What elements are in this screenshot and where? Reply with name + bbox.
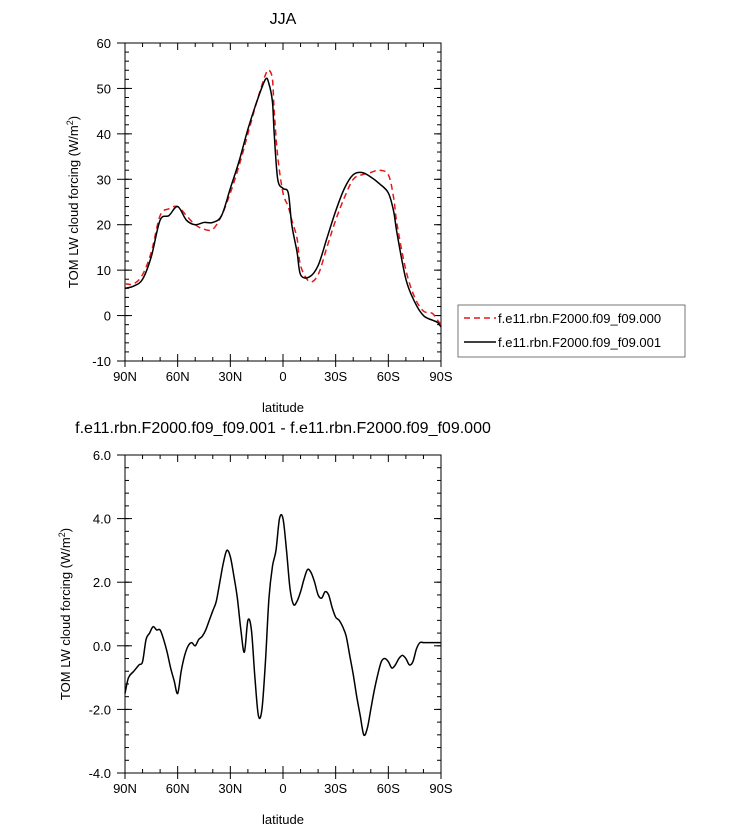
top-xlabel: latitude [262,400,304,415]
bottom-series-line-0 [124,513,441,737]
top-series-line-0 [124,69,442,326]
top-xtick-label: 60S [377,369,400,384]
legend-label-1: f.e11.rbn.F2000.f09_f09.001 [498,335,661,350]
top-ytick-label: 60 [97,36,111,51]
top-xtick-label: 90S [429,369,452,384]
bottom-xtick-label: 0 [279,781,286,796]
bottom-series [124,513,441,737]
bottom-xtick-label: 90S [429,781,452,796]
bottom-xtick-label: 60S [377,781,400,796]
top-ytick-label: 0 [104,309,111,324]
bottom-chart: f.e11.rbn.F2000.f09_f09.001 - f.e11.rbn.… [57,420,491,827]
bottom-ticks: 90N 60N 30N 0 30S 60S 90S -4.0 -2.0 0.0 2.0 4.0 6.0 [89,448,453,796]
bottom-ytick-label: 4.0 [93,512,111,527]
bottom-chart-title: f.e11.rbn.F2000.f09_f09.001 - f.e11.rbn.… [75,420,491,437]
bottom-ytick-label: -2.0 [89,702,111,717]
legend-box [457,304,686,358]
bottom-ylabel-close: ) [58,528,73,532]
bottom-xtick-label: 30N [218,781,242,796]
top-plot-frame [124,42,442,362]
bottom-ytick-label: 2.0 [93,575,111,590]
top-chart-title: JJA [270,11,297,28]
top-ylabel-close: ) [66,116,81,120]
top-chart: JJA 90N 60N 30N 0 30S 60S 90S-100102030405060 … [65,11,686,415]
top-ytick-label: 20 [97,218,111,233]
top-xtick-label: 60N [166,369,190,384]
top-xtick-label: 90N [113,369,137,384]
bottom-ylabel-main: TOM LW cloud forcing (W/m [58,537,73,700]
bottom-xtick-label: 30S [324,781,347,796]
top-ytick-label: 30 [97,172,111,187]
legend-label-0: f.e11.rbn.F2000.f09_f09.000 [498,311,661,326]
legend: f.e11.rbn.F2000.f09_f09.000 f.e11.rbn.F2… [457,304,686,358]
top-ticks: 90N 60N 30N 0 30S 60S 90S -10 0 10 20 30 40 50 60 [92,36,453,384]
bottom-ytick-label: -4.0 [89,766,111,781]
bottom-ytick-label: 6.0 [93,448,111,463]
top-xtick-label: 30N [218,369,242,384]
top-ytick-label: 10 [97,263,111,278]
bottom-xtick-label: 90N [113,781,137,796]
top-ylabel-main: TOM LW cloud forcing (W/m [66,125,81,288]
bottom-ylabel-sup: 2 [57,532,67,537]
bottom-ytick-label: 0.0 [93,639,111,654]
top-series [124,69,442,328]
top-xtick-label: 0 [279,369,286,384]
top-ylabel: TOM LW cloud forcing (W/m2) [65,116,81,288]
top-series-line-1 [124,77,442,328]
top-ytick-label: -10 [92,354,111,369]
top-ylabel-sup: 2 [65,120,75,125]
bottom-plot-frame [124,454,442,774]
bottom-ylabel: TOM LW cloud forcing (W/m2) [57,528,73,700]
bottom-xtick-label: 60N [166,781,190,796]
top-ytick-label: 40 [97,127,111,142]
bottom-xlabel: latitude [262,812,304,827]
top-ytick-label: 50 [97,81,111,96]
top-xtick-label: 30S [324,369,347,384]
